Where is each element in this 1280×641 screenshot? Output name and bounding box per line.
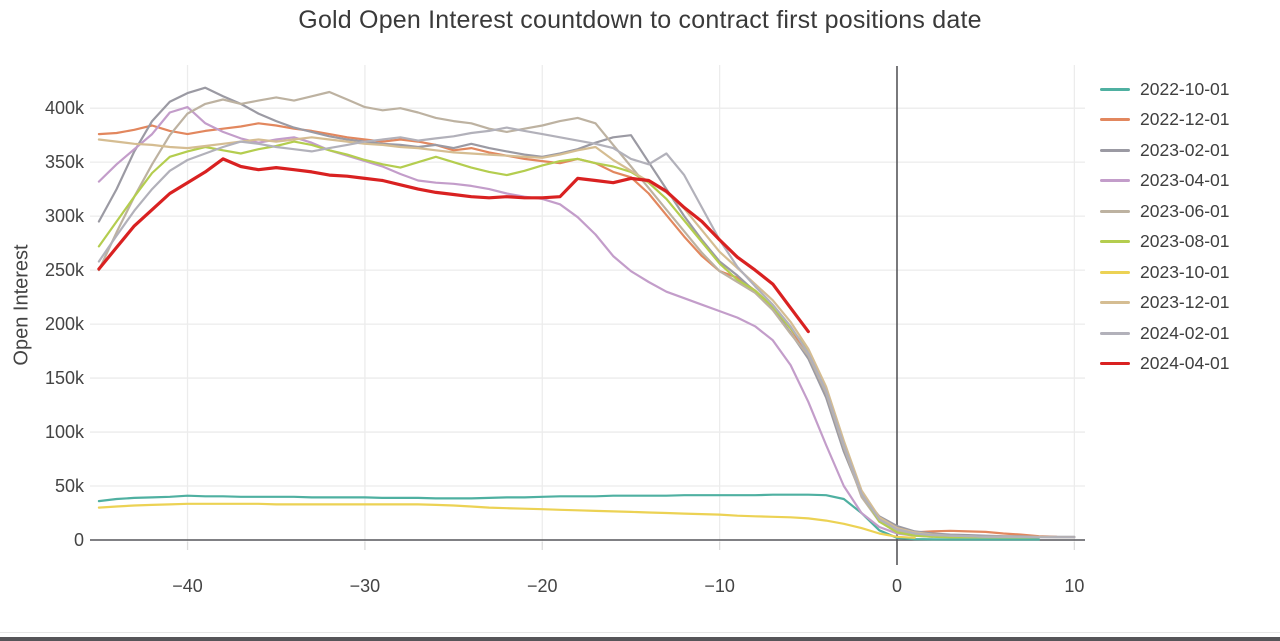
- legend-label: 2022-10-01: [1140, 78, 1230, 99]
- legend-swatch: [1100, 209, 1130, 213]
- y-tick-label: 250k: [45, 260, 85, 280]
- x-tick-label: −40: [172, 576, 203, 596]
- legend-label: 2023-08-01: [1140, 231, 1230, 252]
- series-line-2022-10-01: [97, 493, 1041, 541]
- series-line-2022-12-01: [97, 122, 1058, 538]
- legend-swatch: [1100, 240, 1130, 244]
- series-line-2023-04-01: [97, 105, 934, 538]
- legend-label: 2023-12-01: [1140, 292, 1230, 313]
- legend-item-2022-10-01[interactable]: 2022-10-01: [1100, 74, 1230, 105]
- x-axis-tick-labels: −40 −30 −20 −10 0 10: [172, 576, 1084, 596]
- series-line-2023-08-01: [97, 140, 1041, 539]
- x-tick-label: 0: [892, 576, 902, 596]
- y-tick-label: 50k: [55, 476, 85, 496]
- y-tick-label: 350k: [45, 152, 85, 172]
- series-line-2024-04-01: [97, 157, 810, 334]
- y-tick-label: 200k: [45, 314, 85, 334]
- legend-swatch: [1100, 179, 1130, 183]
- legend-item-2023-02-01[interactable]: 2023-02-01: [1100, 135, 1230, 166]
- legend: 2022-10-01 2022-12-01 2023-02-01 2023-04-01…: [1100, 74, 1230, 379]
- bottom-hairline: [0, 632, 1280, 633]
- legend-label: 2024-02-01: [1140, 322, 1230, 343]
- legend-item-2024-02-01[interactable]: 2024-02-01: [1100, 318, 1230, 349]
- y-axis-tick-labels: 0 50k 100k 150k 200k 250k 300k 350k 400k: [45, 98, 85, 550]
- bottom-border-bar: [0, 637, 1280, 641]
- legend-swatch: [1100, 148, 1130, 152]
- series-line-2023-10-01: [97, 502, 916, 539]
- x-tick-label: −20: [527, 576, 558, 596]
- series-line-2023-06-01: [97, 90, 1041, 539]
- y-tick-label: 150k: [45, 368, 85, 388]
- legend-swatch: [1100, 301, 1130, 305]
- legend-label: 2023-02-01: [1140, 139, 1230, 160]
- series-line-2023-12-01: [97, 136, 1076, 539]
- legend-label: 2023-04-01: [1140, 170, 1230, 191]
- legend-label: 2024-04-01: [1140, 353, 1230, 374]
- legend-item-2024-04-01[interactable]: 2024-04-01: [1100, 349, 1230, 380]
- y-tick-label: 100k: [45, 422, 85, 442]
- chart-title: Gold Open Interest countdown to contract…: [298, 6, 982, 34]
- legend-swatch: [1100, 87, 1130, 91]
- horizontal-gridlines: [90, 107, 1085, 487]
- legend-label: 2022-12-01: [1140, 109, 1230, 130]
- legend-item-2022-12-01[interactable]: 2022-12-01: [1100, 105, 1230, 136]
- legend-swatch: [1100, 362, 1130, 366]
- legend-swatch: [1100, 118, 1130, 122]
- legend-swatch: [1100, 270, 1130, 274]
- legend-item-2023-06-01[interactable]: 2023-06-01: [1100, 196, 1230, 227]
- series-line-2024-02-01: [97, 126, 1076, 539]
- series-line-2023-02-01: [97, 86, 1076, 538]
- legend-label: 2023-06-01: [1140, 200, 1230, 221]
- legend-item-2023-04-01[interactable]: 2023-04-01: [1100, 166, 1230, 197]
- legend-swatch: [1100, 331, 1130, 335]
- y-tick-label: 400k: [45, 98, 85, 118]
- legend-item-2023-10-01[interactable]: 2023-10-01: [1100, 257, 1230, 288]
- y-tick-label: 300k: [45, 206, 85, 226]
- x-tick-label: −10: [704, 576, 735, 596]
- series-lines: [97, 86, 1076, 541]
- legend-item-2023-12-01[interactable]: 2023-12-01: [1100, 288, 1230, 319]
- legend-item-2023-08-01[interactable]: 2023-08-01: [1100, 227, 1230, 258]
- y-tick-label: 0: [74, 530, 84, 550]
- x-tick-label: −30: [350, 576, 381, 596]
- legend-label: 2023-10-01: [1140, 261, 1230, 282]
- x-tick-label: 10: [1064, 576, 1084, 596]
